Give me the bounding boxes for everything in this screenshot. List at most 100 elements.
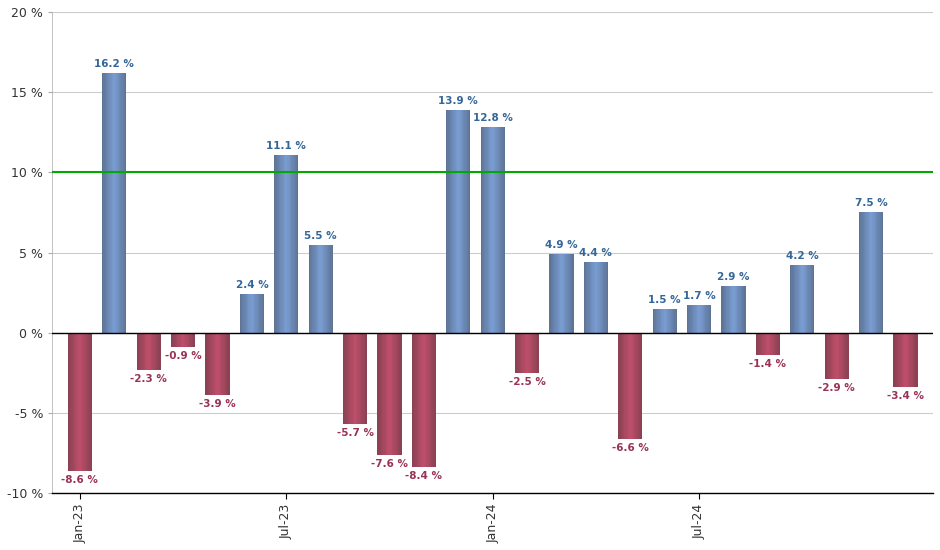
Bar	[757, 333, 759, 355]
Bar	[837, 333, 838, 380]
Bar	[504, 128, 505, 333]
Bar	[332, 245, 333, 333]
Bar	[496, 128, 497, 333]
Bar	[693, 305, 695, 333]
Bar	[259, 294, 260, 333]
Bar	[692, 305, 693, 333]
Bar	[904, 333, 905, 387]
Bar	[860, 212, 861, 333]
Bar	[228, 333, 229, 395]
Bar	[177, 333, 179, 347]
Text: -0.9 %: -0.9 %	[164, 351, 201, 361]
Bar	[811, 265, 812, 333]
Bar	[559, 254, 560, 333]
Bar	[80, 333, 81, 471]
Bar	[764, 333, 765, 355]
Bar	[881, 212, 882, 333]
Bar	[462, 110, 463, 333]
Bar	[412, 333, 413, 468]
Bar	[777, 333, 778, 355]
Bar	[72, 333, 74, 471]
Bar	[805, 265, 806, 333]
Bar	[778, 333, 780, 355]
Bar	[109, 73, 111, 333]
Bar	[763, 333, 764, 355]
Bar	[838, 333, 839, 380]
Bar	[106, 73, 107, 333]
Bar	[175, 333, 176, 347]
Bar	[88, 333, 89, 471]
Bar	[627, 333, 628, 438]
Bar	[656, 309, 657, 333]
Bar	[907, 333, 908, 387]
Bar	[878, 212, 880, 333]
Bar	[193, 333, 194, 347]
Bar	[502, 128, 504, 333]
Bar	[312, 245, 313, 333]
Bar	[882, 212, 884, 333]
Bar	[525, 333, 527, 373]
Bar	[258, 294, 259, 333]
Bar	[604, 262, 605, 333]
Bar	[315, 245, 316, 333]
Bar	[863, 212, 864, 333]
Bar	[909, 333, 910, 387]
Bar	[460, 110, 461, 333]
Bar	[835, 333, 836, 380]
Bar	[144, 333, 145, 370]
Text: -8.6 %: -8.6 %	[61, 475, 99, 485]
Bar	[103, 73, 104, 333]
Bar	[910, 333, 912, 387]
Bar	[880, 212, 881, 333]
Bar	[808, 265, 809, 333]
Bar	[572, 254, 573, 333]
Bar	[839, 333, 840, 380]
Bar	[519, 333, 520, 373]
Text: -7.6 %: -7.6 %	[371, 459, 408, 469]
Bar	[220, 333, 221, 395]
Bar	[813, 265, 814, 333]
Text: 16.2 %: 16.2 %	[94, 59, 134, 69]
Bar	[325, 245, 327, 333]
Bar	[569, 254, 570, 333]
Bar	[378, 333, 379, 455]
Bar	[102, 73, 103, 333]
Bar	[595, 262, 596, 333]
Bar	[194, 333, 196, 347]
Bar	[285, 155, 287, 333]
Bar	[452, 110, 453, 333]
Bar	[740, 286, 741, 333]
Bar	[464, 110, 465, 333]
Bar	[556, 254, 558, 333]
Bar	[900, 333, 901, 387]
Bar	[599, 262, 600, 333]
Bar	[493, 128, 494, 333]
Bar	[424, 333, 425, 468]
Bar	[179, 333, 180, 347]
Bar	[628, 333, 629, 438]
Bar	[728, 286, 729, 333]
Bar	[118, 73, 119, 333]
Bar	[400, 333, 401, 455]
Bar	[664, 309, 665, 333]
Bar	[596, 262, 597, 333]
Bar	[217, 333, 219, 395]
Bar	[459, 110, 460, 333]
Bar	[456, 110, 457, 333]
Bar	[361, 333, 362, 424]
Text: -2.5 %: -2.5 %	[509, 377, 545, 387]
Bar	[181, 333, 183, 347]
Bar	[468, 110, 469, 333]
Bar	[206, 333, 207, 395]
Bar	[457, 110, 459, 333]
Bar	[826, 333, 827, 380]
Bar	[773, 333, 774, 355]
Bar	[297, 155, 298, 333]
Bar	[85, 333, 86, 471]
Bar	[433, 333, 434, 468]
Bar	[532, 333, 533, 373]
Bar	[450, 110, 451, 333]
Bar	[637, 333, 639, 438]
Bar	[351, 333, 352, 424]
Bar	[384, 333, 386, 455]
